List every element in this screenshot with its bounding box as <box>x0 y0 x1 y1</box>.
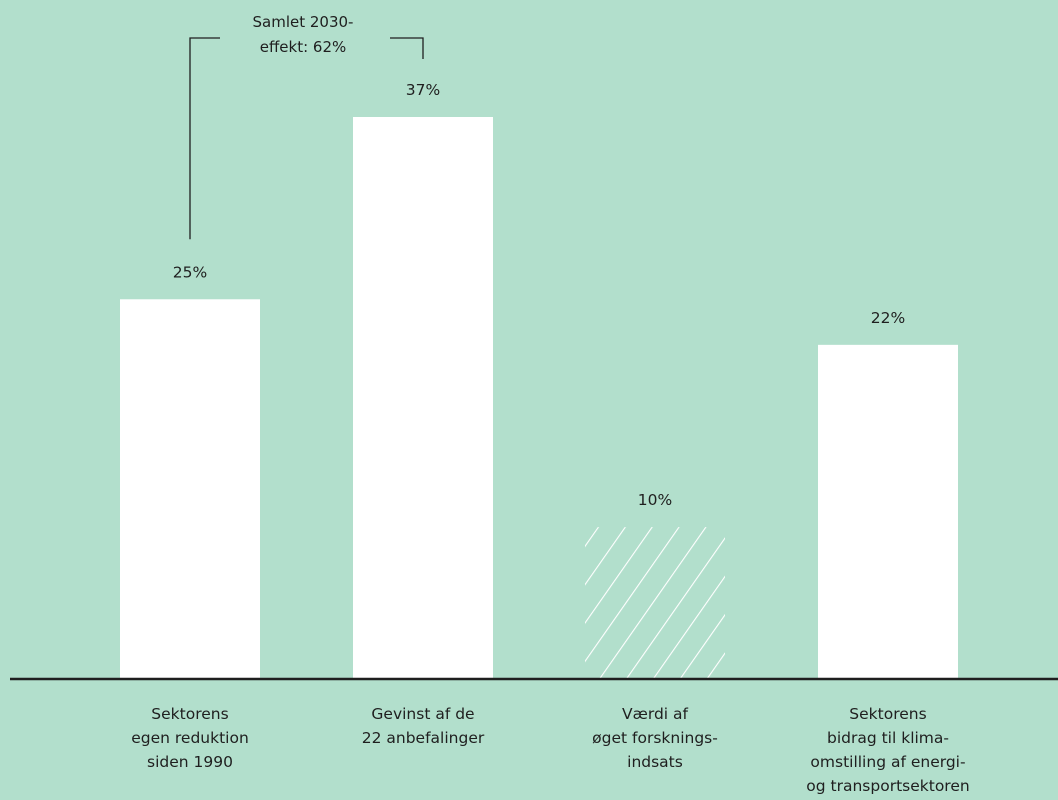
category-label-4: Sektorens bidrag til klima- omstilling a… <box>806 705 970 795</box>
category-label-3: Værdi af øget forsknings- indsats <box>592 705 718 771</box>
bar-1 <box>120 299 260 679</box>
bar-4 <box>818 344 958 679</box>
category-label-2: Gevinst af de 22 anbefalinger <box>361 705 485 747</box>
bar-3 <box>585 527 725 679</box>
bar-2 <box>353 117 493 679</box>
data-label-2: 37% <box>406 81 440 99</box>
bars <box>120 117 958 679</box>
total-effect-bracket-right <box>390 37 424 59</box>
data-label-3: 10% <box>638 491 672 509</box>
data-label-4: 22% <box>871 309 905 327</box>
category-label-1: Sektorens egen reduktion siden 1990 <box>131 705 249 771</box>
data-labels: 25% 37% 10% 22% <box>173 81 905 509</box>
total-effect-annotation: Samlet 2030- effekt: 62% <box>252 13 354 56</box>
total-effect-bracket <box>189 37 220 240</box>
data-label-1: 25% <box>173 263 207 281</box>
